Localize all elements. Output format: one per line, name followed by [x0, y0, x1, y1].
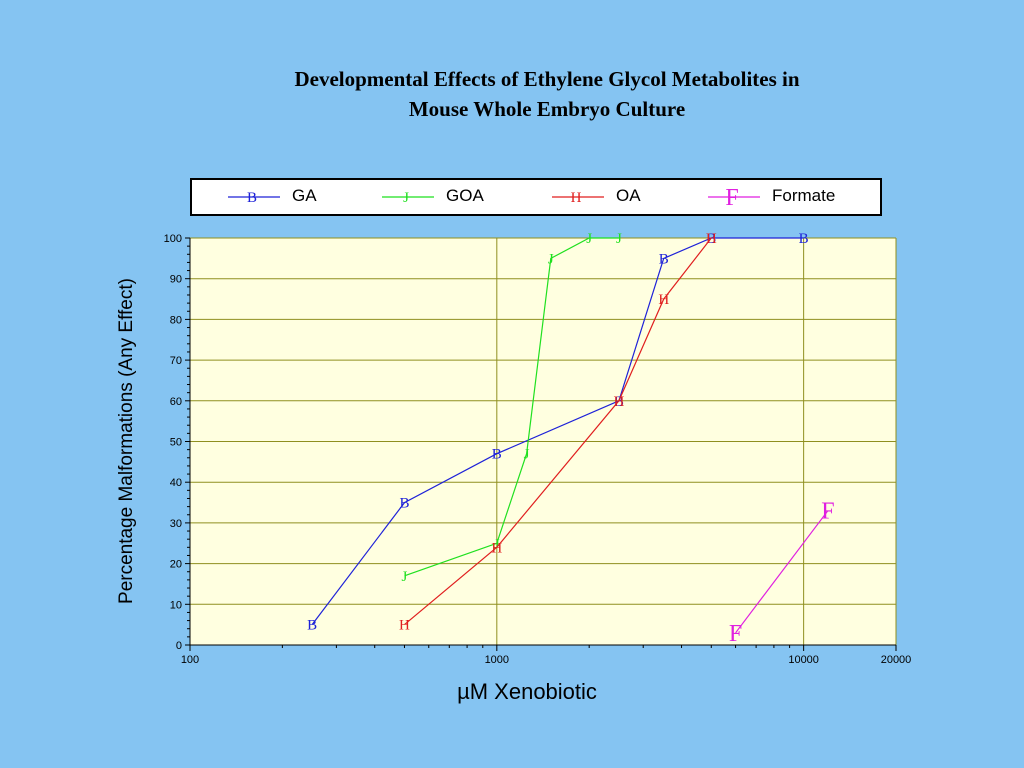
series-line-goa	[404, 237, 619, 577]
legend-marker-formate: F	[725, 185, 738, 211]
y-tick-label: 0	[176, 640, 182, 652]
data-point-goa: J	[524, 447, 530, 463]
data-point-ga: B	[614, 394, 624, 410]
data-point-goa: J	[548, 251, 554, 267]
data-point-oa: H	[491, 540, 502, 556]
legend: B GA J GOA H OA F Formate	[190, 178, 882, 216]
axes: 0 10 20 30 40 50 60 70 80 90 100 100 1000 10000 20000	[164, 233, 912, 666]
y-tick-label: 20	[170, 559, 182, 571]
data-point-formate: F	[729, 621, 742, 647]
data-point-formate: F	[821, 499, 834, 525]
legend-marker-oa: H	[571, 190, 582, 206]
x-tick-label: 20000	[881, 654, 912, 666]
data-point-goa: J	[402, 569, 408, 585]
data-point-oa: H	[706, 231, 717, 247]
legend-marker-goa: J	[403, 190, 409, 206]
chart-title: Developmental Effects of Ethylene Glycol…	[0, 64, 1024, 124]
chart-title-line-2: Mouse Whole Embryo Culture	[408, 97, 686, 121]
legend-label-goa: GOA	[446, 186, 484, 205]
y-tick-label: 50	[170, 437, 182, 449]
data-point-ga: B	[799, 231, 809, 247]
y-tick-label: 90	[170, 274, 182, 286]
y-tick-label: 10	[170, 599, 182, 611]
series-line-oa	[404, 237, 712, 626]
y-tick-label: 80	[170, 314, 182, 326]
data-point-oa: H	[658, 292, 669, 308]
legend-label-formate: Formate	[772, 186, 835, 205]
data-point-goa: J	[616, 231, 622, 247]
legend-box	[190, 178, 882, 216]
x-tick-label: 10000	[788, 654, 819, 666]
y-tick-label: 40	[170, 477, 182, 489]
data-point-oa: H	[613, 394, 624, 410]
chart-title-line-1: Developmental Effects of Ethylene Glycol…	[294, 67, 800, 91]
y-axis-label: Percentage Malformations (Any Effect)	[116, 278, 137, 604]
data-point-ga: B	[492, 447, 502, 463]
legend-label-ga: GA	[292, 186, 317, 205]
legend-marker-ga: B	[247, 190, 257, 206]
y-tick-label: 30	[170, 518, 182, 530]
y-tick-label: 100	[164, 233, 182, 245]
data-point-goa: J	[494, 536, 500, 552]
x-axis-label: µM Xenobiotic	[457, 679, 597, 704]
data-point-ga: B	[399, 496, 409, 512]
y-tick-label: 60	[170, 396, 182, 408]
x-tick-label: 1000	[485, 654, 509, 666]
legend-label-oa: OA	[616, 186, 641, 205]
data-point-oa: H	[399, 618, 410, 634]
y-tick-label: 70	[170, 355, 182, 367]
data-point-ga: B	[307, 618, 317, 634]
data-point-goa: J	[586, 231, 592, 247]
x-tick-label: 100	[181, 654, 199, 666]
data-point-ga: B	[659, 251, 669, 267]
series-line-formate	[735, 510, 829, 634]
